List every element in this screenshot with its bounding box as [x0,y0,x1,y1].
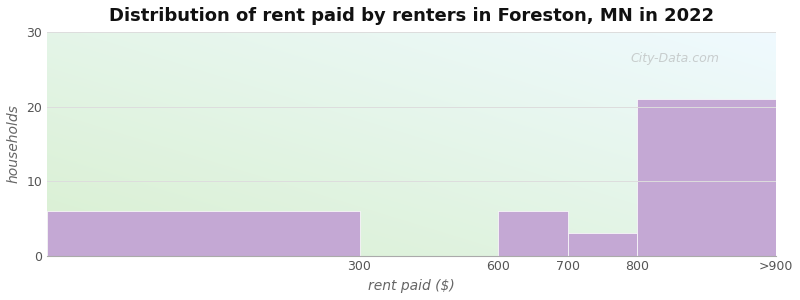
Text: City-Data.com: City-Data.com [630,52,719,65]
Title: Distribution of rent paid by renters in Foreston, MN in 2022: Distribution of rent paid by renters in … [109,7,714,25]
X-axis label: rent paid ($): rent paid ($) [368,279,455,293]
Bar [47,211,359,256]
Bar [637,99,776,256]
Bar [498,211,568,256]
Bar [568,233,637,256]
Y-axis label: households: households [7,104,21,183]
